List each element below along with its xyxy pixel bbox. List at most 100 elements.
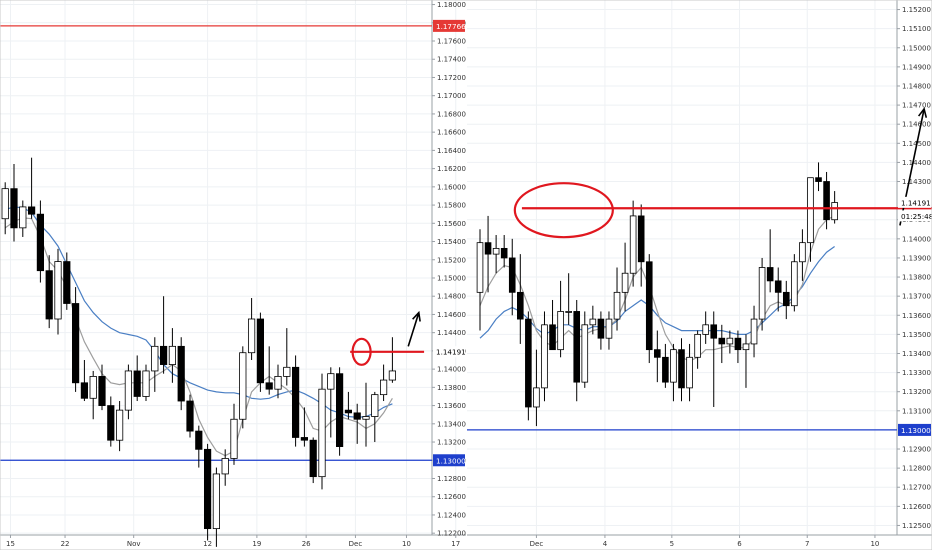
price-tag-label: 01:25:48 bbox=[901, 212, 932, 221]
candle-body bbox=[230, 418, 238, 459]
y-tick-label: 1.12900 bbox=[902, 446, 931, 454]
candle-body bbox=[533, 387, 540, 408]
candle bbox=[670, 343, 677, 402]
candle bbox=[10, 164, 18, 242]
candle bbox=[589, 305, 597, 335]
y-tick-label: 1.16800 bbox=[437, 110, 466, 118]
candle-body bbox=[605, 318, 613, 339]
candle-body bbox=[629, 215, 637, 274]
candle bbox=[637, 204, 645, 287]
x-tick-label: Dec bbox=[530, 540, 544, 548]
candle-body bbox=[654, 349, 661, 358]
price-tag-box bbox=[433, 19, 465, 32]
candle-body bbox=[791, 261, 798, 307]
y-tick-label: 1.17000 bbox=[437, 92, 466, 100]
y-tick-label: 1.14700 bbox=[902, 102, 931, 110]
candle-body bbox=[782, 291, 790, 307]
price-tag-box bbox=[898, 423, 931, 436]
x-tick-label: 6 bbox=[737, 540, 742, 548]
candle bbox=[613, 267, 621, 331]
x-tick-label: 10 bbox=[870, 540, 879, 548]
x-tick-label: Nov bbox=[127, 540, 141, 548]
candle-body bbox=[379, 379, 388, 396]
candle bbox=[72, 287, 80, 392]
price-tag-box bbox=[433, 454, 465, 467]
candle-body bbox=[10, 188, 18, 229]
candle-body bbox=[581, 324, 589, 383]
candle-body bbox=[549, 324, 556, 351]
y-tick-label: 1.15000 bbox=[902, 44, 931, 52]
y-tick-label: 1.14900 bbox=[902, 63, 931, 71]
candle bbox=[734, 330, 742, 364]
y-tick-label: 1.13400 bbox=[902, 350, 931, 358]
x-tick-label: 10 bbox=[402, 540, 411, 548]
candle-body bbox=[508, 257, 516, 293]
x-tick-label: 12 bbox=[203, 540, 212, 548]
candle bbox=[500, 235, 508, 268]
candle-body bbox=[353, 412, 361, 420]
candle-body bbox=[662, 356, 669, 383]
right-chart-panel: 1.15200 1.15100 1.15000 1.14900 1.14800 1.147… bbox=[467, 0, 932, 548]
y-tick-label: 1.12600 bbox=[902, 503, 931, 511]
candle bbox=[815, 162, 822, 192]
candle bbox=[159, 296, 168, 374]
candle bbox=[63, 252, 71, 310]
candle bbox=[758, 257, 766, 331]
candle bbox=[133, 355, 141, 402]
candle-body bbox=[309, 439, 317, 478]
candle bbox=[239, 346, 247, 429]
price-tag-bg bbox=[898, 210, 931, 222]
candle-body bbox=[151, 345, 159, 372]
candle bbox=[662, 343, 669, 388]
candle-body bbox=[645, 261, 653, 351]
price-tag-label: 1.13000 bbox=[901, 426, 931, 435]
candle bbox=[1, 182, 9, 235]
price-tag-label: 1.14191 bbox=[901, 198, 931, 207]
candle bbox=[549, 299, 556, 351]
x-tick-label: 4 bbox=[603, 540, 608, 548]
candle-body bbox=[573, 311, 581, 383]
y-tick-label: 1.17600 bbox=[437, 38, 466, 46]
candle bbox=[517, 254, 524, 344]
candle-body bbox=[98, 376, 106, 406]
candle bbox=[371, 391, 379, 443]
candle-body bbox=[694, 333, 701, 358]
y-tick-label: 1.13800 bbox=[902, 274, 931, 282]
candle bbox=[766, 229, 774, 293]
x-tick-label: 22 bbox=[61, 540, 70, 548]
candle-body bbox=[758, 267, 766, 320]
y-tick-label: 1.18000 bbox=[437, 1, 466, 9]
candle-body bbox=[799, 242, 806, 263]
y-tick-label: 1.15800 bbox=[437, 202, 466, 210]
candle-body bbox=[702, 324, 709, 335]
candle bbox=[327, 367, 335, 438]
candle bbox=[726, 330, 734, 354]
candle bbox=[265, 346, 273, 395]
candle bbox=[379, 364, 388, 402]
candle-body bbox=[247, 318, 256, 354]
candle-body bbox=[203, 448, 212, 530]
candle-body bbox=[807, 177, 814, 244]
candle-body bbox=[291, 366, 300, 438]
candle-body bbox=[72, 303, 80, 384]
y-tick-label: 1.13200 bbox=[437, 439, 466, 447]
candle-body bbox=[686, 356, 693, 389]
candle bbox=[27, 157, 36, 219]
candle-body bbox=[589, 318, 597, 326]
candle bbox=[718, 324, 726, 364]
candle-body bbox=[212, 473, 220, 530]
candle-body bbox=[831, 202, 838, 221]
candle bbox=[19, 200, 27, 237]
candle-body bbox=[300, 437, 309, 441]
candle bbox=[823, 171, 830, 230]
candle-body bbox=[565, 311, 572, 313]
candle bbox=[621, 242, 629, 312]
candle bbox=[151, 337, 159, 392]
candle bbox=[300, 407, 309, 447]
candle-body bbox=[541, 324, 548, 389]
candle-body bbox=[637, 215, 645, 263]
y-tick-label: 1.14800 bbox=[437, 293, 466, 301]
y-tick-label: 1.12200 bbox=[437, 530, 466, 538]
candle bbox=[80, 360, 88, 402]
y-tick-label: 1.12600 bbox=[437, 493, 466, 501]
